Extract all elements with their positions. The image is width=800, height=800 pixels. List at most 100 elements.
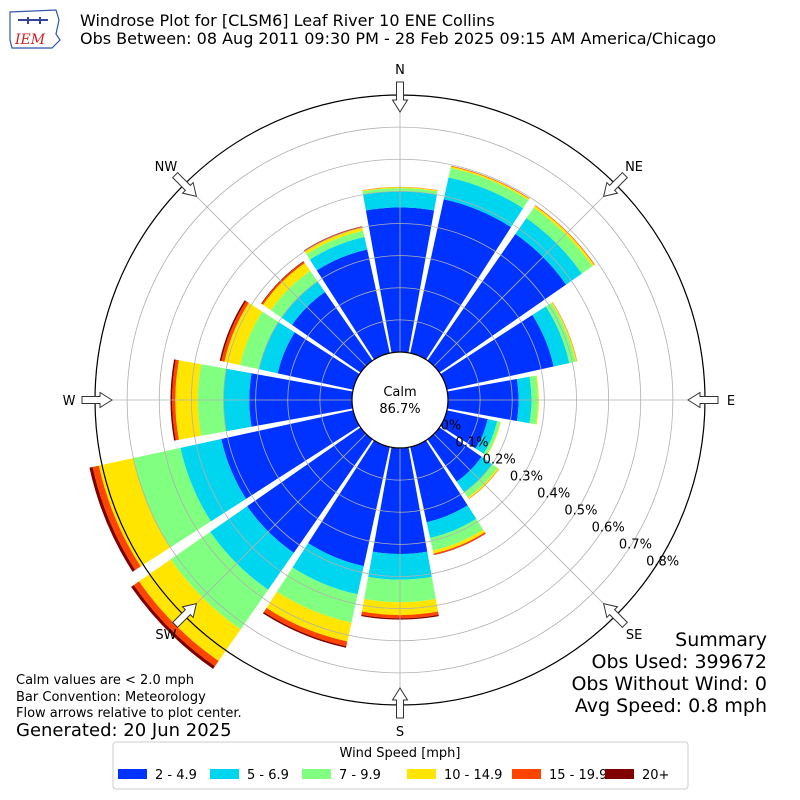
note-bar-convention: Bar Convention: Meteorology (16, 690, 206, 705)
bar-ESE-2 (483, 421, 501, 456)
legend-label-2: 7 - 9.9 (339, 768, 381, 783)
grid-spoke (433, 184, 616, 367)
bar-WNW-5 (219, 300, 247, 362)
note-calm: Calm values are < 2.0 mph (16, 673, 194, 688)
bar-ESE-1 (475, 419, 498, 454)
iem-logo: IEM (9, 9, 61, 49)
grid-spoke (433, 433, 616, 616)
calm-circle (351, 351, 449, 449)
bar-ESE-0 (440, 410, 488, 449)
bar-SE-3 (467, 467, 499, 499)
flow-arrow-icon (602, 602, 629, 629)
note-generated: Generated: 20 Jun 2025 (16, 720, 232, 741)
bar-SSE-3 (432, 529, 485, 554)
summary-obs-without-wind: Obs Without Wind: 0 (571, 673, 767, 695)
direction-label-s: S (396, 725, 404, 740)
bar-SW-4 (133, 581, 219, 667)
direction-label-nw: NW (155, 160, 178, 175)
bar-SSE-1 (426, 505, 477, 538)
bar-SSW-0 (308, 440, 390, 567)
bar-WNW-2 (240, 311, 279, 370)
rose-bars (89, 165, 595, 669)
legend-swatch-4 (512, 769, 541, 779)
bar-WNW-4 (221, 301, 249, 362)
legend-label-3: 10 - 14.9 (444, 768, 502, 783)
radial-tick-label: 0.6% (592, 521, 625, 536)
legend-label-5: 20+ (642, 768, 669, 783)
summary-avg-speed: Avg Speed: 0.8 mph (575, 695, 767, 717)
flow-arrow-icon (602, 171, 629, 198)
bar-N-4 (362, 186, 438, 191)
bar-NNE-3 (450, 166, 530, 201)
bar-E-3 (535, 375, 539, 425)
bar-WSW-3 (98, 458, 171, 567)
radial-tick-label: 0.4% (537, 487, 570, 502)
bar-WSW-4 (92, 465, 141, 570)
radial-tick-label: 0.5% (564, 504, 597, 519)
chart-subtitle: Obs Between: 08 Aug 2011 09:30 PM - 28 F… (80, 29, 716, 48)
legend-swatch-5 (605, 769, 634, 779)
bar-NNW-3 (304, 227, 364, 255)
legend-swatch-3 (407, 769, 436, 779)
bar-WSW-5 (89, 467, 136, 572)
bar-W-5 (170, 359, 176, 441)
radial-tick-label: 0.3% (510, 470, 543, 485)
bar-N-3 (362, 187, 438, 192)
summary-obs-used: Obs Used: 399672 (592, 651, 767, 673)
direction-label-n: N (395, 63, 405, 78)
note-flow: Flow arrows relative to plot center. (16, 706, 242, 721)
bar-ENE-2 (545, 302, 576, 364)
summary-title: Summary (675, 629, 767, 651)
chart-title: Windrose Plot for [CLSM6] Leaf River 10 … (80, 11, 495, 30)
bar-SSE-4 (433, 532, 486, 555)
bar-SSW-4 (263, 608, 348, 647)
direction-label-e: E (727, 394, 735, 409)
bar-WSW-1 (180, 438, 247, 522)
legend-label-4: 15 - 19.9 (549, 768, 607, 783)
bar-SSW-1 (292, 543, 364, 595)
direction-label-sw: SW (155, 628, 176, 643)
bar-WNW-0 (277, 332, 360, 390)
bar-NNE-1 (443, 177, 524, 228)
legend-swatch-1 (210, 769, 239, 779)
bar-WSW-2 (133, 447, 211, 548)
legend-label-0: 2 - 4.9 (155, 768, 197, 783)
legend-title: Wind Speed [mph] (340, 746, 461, 761)
bar-SW-5 (131, 585, 215, 669)
flow-arrow-icon (171, 171, 198, 198)
bar-ENE-0 (440, 315, 554, 390)
bar-NNW-1 (309, 236, 368, 271)
flow-arrow-icon (171, 602, 198, 629)
calm-value: 86.7% (379, 402, 420, 417)
direction-label-ne: NE (625, 160, 643, 175)
direction-label-se: SE (626, 628, 642, 643)
bar-NNE-2 (448, 167, 529, 209)
flow-arrow-icon (391, 81, 409, 113)
radial-tick-label: 0.1% (455, 435, 488, 450)
legend: Wind Speed [mph] 2 - 4.9 5 - 6.9 7 - 9.9 10… (112, 741, 689, 790)
bar-ENE-1 (532, 306, 570, 367)
bar-N-2 (362, 188, 438, 195)
legend-box (112, 741, 689, 790)
flow-arrow-icon (81, 391, 113, 409)
bar-NNW-2 (306, 230, 365, 260)
bar-S-4 (361, 611, 439, 619)
radial-tick-label: 0.8% (646, 555, 679, 570)
bar-SSW-3 (266, 591, 352, 642)
bar-NNW-0 (316, 249, 390, 360)
grid-spoke (184, 433, 367, 616)
legend-swatch-0 (118, 769, 147, 779)
flow-arrows (81, 81, 719, 719)
bar-SSE-0 (410, 440, 468, 523)
bar-ENE-3 (551, 302, 577, 362)
flow-arrow-icon (391, 687, 409, 719)
bar-WNW-3 (224, 302, 263, 366)
legend-swatch-2 (302, 769, 331, 779)
bar-WSW-0 (221, 410, 360, 499)
flow-arrow-icon (687, 391, 719, 409)
bar-NE-3 (533, 205, 595, 267)
calm-label: Calm (383, 385, 416, 400)
radial-tick-label: 0.7% (619, 538, 652, 553)
bar-S-5 (361, 614, 439, 620)
